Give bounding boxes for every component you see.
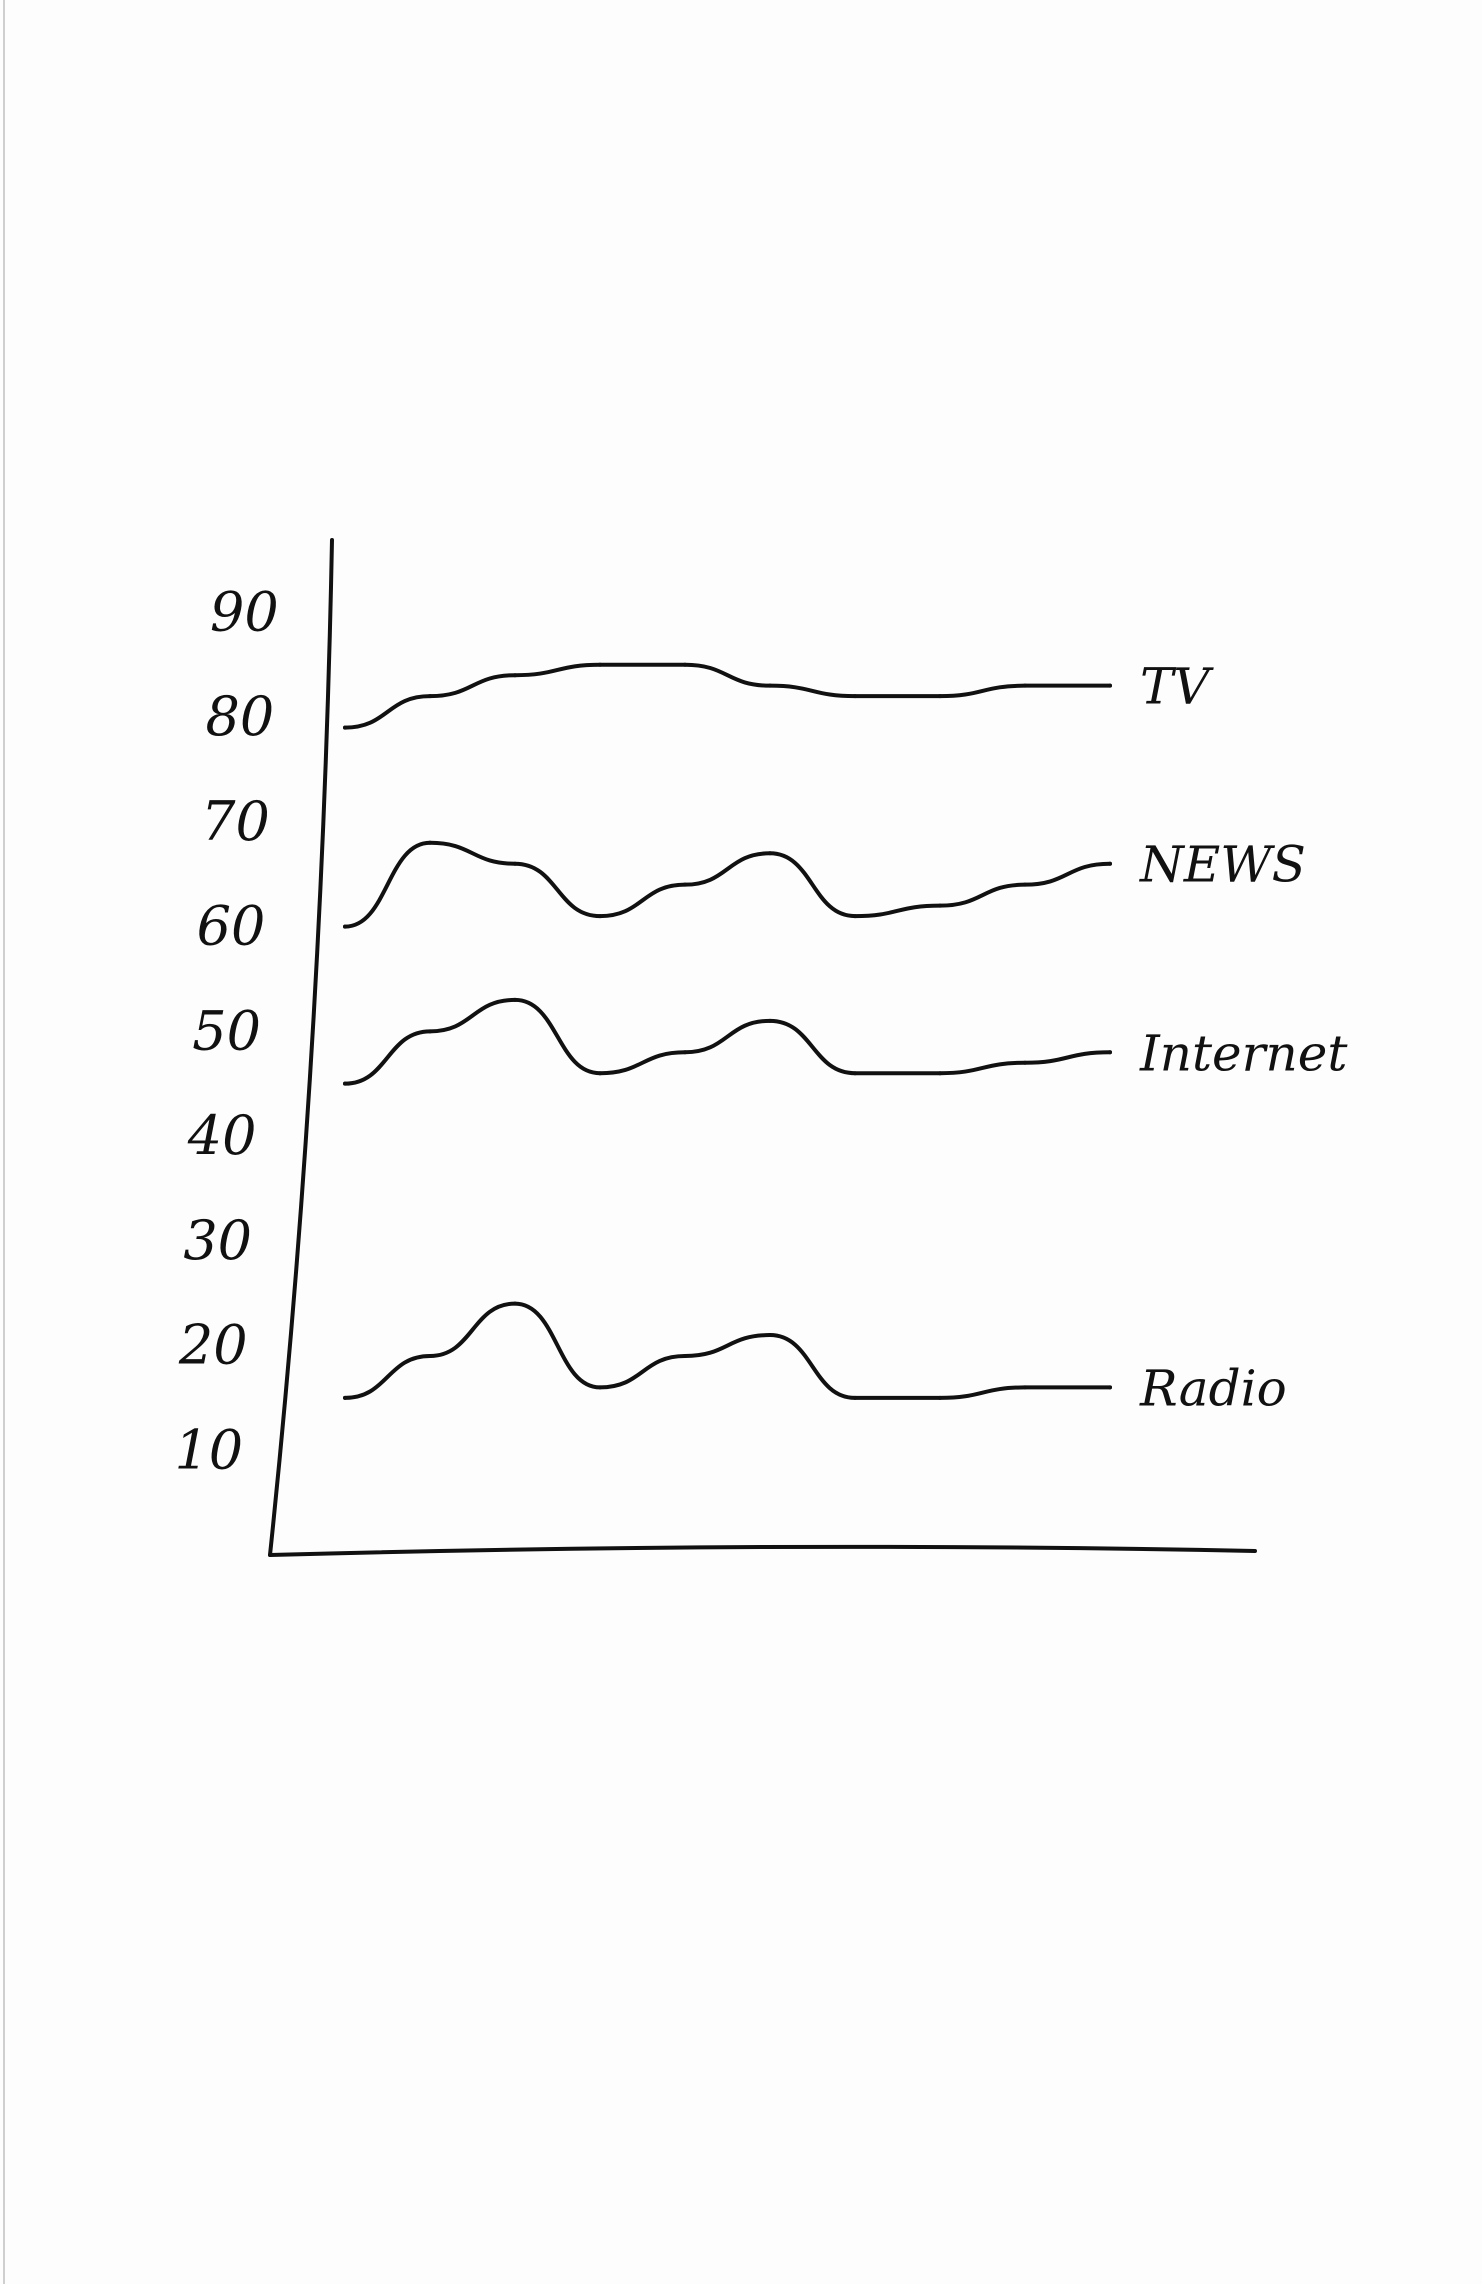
y-tick-labels: 10 20 30 40 50 60 70 80 90 bbox=[174, 580, 278, 1481]
series-label-tv: TV bbox=[1140, 658, 1214, 716]
data-point-internet bbox=[428, 1029, 432, 1034]
series-line-internet bbox=[343, 997, 1112, 1086]
data-point-news bbox=[683, 882, 687, 887]
data-point-internet bbox=[938, 1071, 942, 1076]
series-line-radio bbox=[343, 1301, 1112, 1400]
data-point-news bbox=[938, 903, 942, 908]
data-point-tv bbox=[938, 694, 942, 699]
series-labels: TV NEWS Internet Radio bbox=[1139, 658, 1348, 1418]
data-point-radio bbox=[1023, 1385, 1027, 1390]
data-point-tv bbox=[683, 662, 687, 667]
data-point-tv bbox=[1108, 683, 1112, 688]
data-point-radio bbox=[938, 1395, 942, 1400]
y-axis-line bbox=[268, 538, 334, 1557]
data-point-internet bbox=[343, 1081, 347, 1086]
data-point-radio bbox=[513, 1301, 517, 1306]
data-point-tv bbox=[768, 683, 772, 688]
data-point-tv bbox=[343, 725, 347, 730]
data-point-news bbox=[428, 840, 432, 845]
data-point-internet bbox=[853, 1071, 857, 1076]
data-point-news bbox=[1023, 882, 1027, 887]
data-point-tv bbox=[428, 694, 432, 699]
series-label-news: NEWS bbox=[1139, 836, 1306, 894]
data-point-radio bbox=[853, 1395, 857, 1400]
series-label-internet: Internet bbox=[1139, 1024, 1348, 1082]
data-point-news bbox=[768, 851, 772, 856]
data-point-internet bbox=[1108, 1050, 1112, 1055]
data-point-tv bbox=[513, 673, 517, 678]
data-point-radio bbox=[683, 1354, 687, 1358]
y-tick-label: 60 bbox=[197, 895, 266, 958]
series-line-tv bbox=[343, 662, 1112, 730]
y-tick-label: 40 bbox=[187, 1104, 257, 1167]
chart-axes bbox=[268, 538, 1257, 1557]
data-point-radio bbox=[768, 1333, 772, 1338]
data-point-internet bbox=[598, 1071, 602, 1076]
data-point-radio bbox=[598, 1385, 602, 1390]
y-tick-label: 30 bbox=[183, 1209, 252, 1272]
data-point-internet bbox=[768, 1018, 772, 1023]
data-point-radio bbox=[428, 1354, 432, 1358]
data-point-news bbox=[598, 914, 602, 919]
y-tick-label: 70 bbox=[201, 790, 270, 853]
series-label-radio: Radio bbox=[1139, 1359, 1287, 1417]
series-line-news bbox=[343, 840, 1112, 929]
data-point-radio bbox=[343, 1395, 347, 1400]
y-tick-label: 10 bbox=[174, 1418, 243, 1481]
y-tick-label: 50 bbox=[192, 999, 261, 1062]
x-axis-line bbox=[268, 1544, 1257, 1557]
data-point-news bbox=[343, 924, 347, 929]
data-point-radio bbox=[1108, 1385, 1112, 1390]
data-point-internet bbox=[1023, 1060, 1027, 1065]
data-point-news bbox=[513, 861, 517, 866]
data-point-tv bbox=[1023, 683, 1027, 688]
data-point-internet bbox=[683, 1050, 687, 1055]
y-tick-label: 80 bbox=[206, 685, 275, 748]
data-point-internet bbox=[513, 997, 517, 1002]
y-tick-label: 90 bbox=[210, 580, 279, 643]
data-point-news bbox=[1108, 861, 1112, 866]
y-tick-label: 20 bbox=[178, 1314, 248, 1377]
data-point-news bbox=[853, 914, 857, 919]
data-point-tv bbox=[598, 662, 602, 667]
series-lines bbox=[343, 662, 1112, 1400]
data-point-tv bbox=[853, 694, 857, 699]
